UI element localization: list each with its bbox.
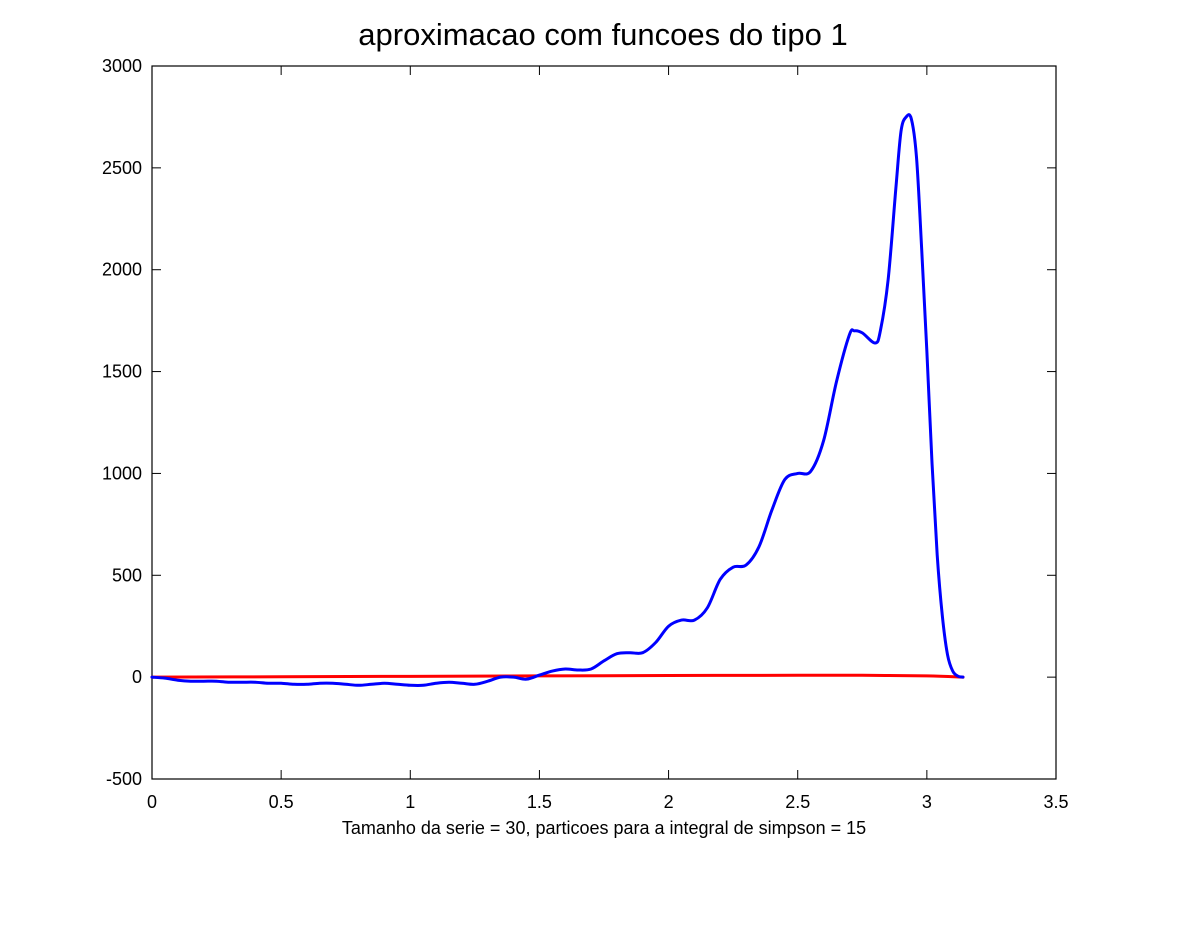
y-tick-label: 3000 bbox=[102, 56, 142, 76]
series-line-blue bbox=[150, 113, 965, 687]
x-tick-label: 1 bbox=[405, 792, 415, 812]
series-line-red bbox=[150, 673, 965, 679]
x-axis-label: Tamanho da serie = 30, particoes para a … bbox=[342, 818, 866, 838]
x-tick-label: 2 bbox=[664, 792, 674, 812]
y-tick-label: 2500 bbox=[102, 158, 142, 178]
y-tick-label: 1500 bbox=[102, 362, 142, 382]
series-lines bbox=[150, 113, 965, 687]
y-tick-label: 2000 bbox=[102, 260, 142, 280]
x-tick-label: 1.5 bbox=[527, 792, 552, 812]
y-tick-label: 500 bbox=[112, 565, 142, 585]
x-tick-label: 2.5 bbox=[785, 792, 810, 812]
chart-title: aproximacao com funcoes do tipo 1 bbox=[358, 17, 847, 52]
axis-ticks: 0 0.5 1 1.5 2 2.5 3 3.5-50005001000150020002500… bbox=[102, 56, 1069, 812]
plot-area-frame bbox=[151, 65, 1057, 780]
y-tick-label: 1000 bbox=[102, 463, 142, 483]
x-tick-label: 3.5 bbox=[1043, 792, 1068, 812]
x-tick-label: 0.5 bbox=[269, 792, 294, 812]
x-tick-label: 0 bbox=[147, 792, 157, 812]
y-tick-label: -500 bbox=[106, 769, 142, 789]
x-tick-label: 3 bbox=[922, 792, 932, 812]
y-tick-label: 0 bbox=[132, 667, 142, 687]
